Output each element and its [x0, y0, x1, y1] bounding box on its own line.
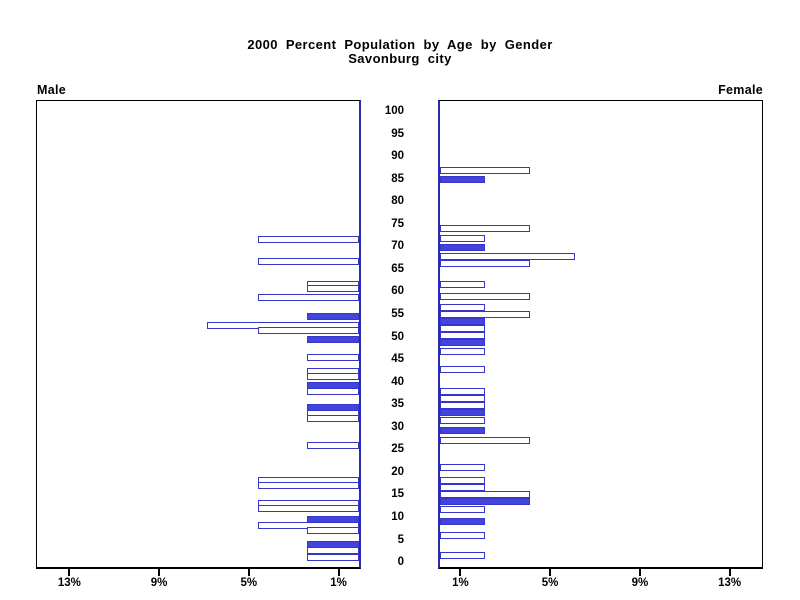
female-bar-age-70-outline	[440, 252, 575, 260]
age-tick-label-90: 90	[391, 150, 404, 163]
female-plot-area	[438, 100, 763, 569]
female-bar-age-35-outline	[440, 387, 485, 395]
female-bar-age-75-outline	[440, 225, 530, 233]
male-bar-age-35-outline	[307, 415, 359, 423]
male-pct-label-5: 5%	[240, 577, 258, 589]
age-tick-label-35: 35	[391, 398, 404, 411]
male-bar-age-0-outline	[307, 553, 359, 561]
female-bar-age-35-outline	[440, 401, 485, 409]
age-tick-label-25: 25	[391, 443, 404, 456]
female-pct-tick-9	[638, 569, 641, 576]
age-tick-label-50: 50	[391, 330, 404, 343]
female-bar-age-70-solid	[440, 243, 485, 251]
chart-title-line2: Savonburg city	[348, 51, 452, 66]
male-plot-area	[36, 100, 361, 569]
chart-title-line1: 2000 Percent Population by Age by Gender	[247, 37, 553, 52]
male-bar-age-5-outline	[307, 546, 359, 554]
male-pct-tick-5	[247, 569, 250, 576]
female-bar-age-50-outline	[440, 331, 485, 339]
female-bar-age-35-solid	[440, 408, 485, 416]
age-tick-label-95: 95	[391, 127, 404, 140]
female-bar-age-50-outline	[440, 324, 485, 332]
male-bar-age-15-outline	[258, 505, 359, 513]
male-bar-age-60-outline	[307, 285, 359, 293]
age-tick-label-65: 65	[391, 262, 404, 275]
female-bar-age-20-outline	[440, 463, 485, 471]
male-bar-age-10-outline	[307, 526, 359, 534]
male-bar-age-70-outline	[258, 235, 359, 243]
male-bar-age-50-outline	[258, 326, 359, 334]
age-tick-label-70: 70	[391, 240, 404, 253]
female-bar-age-30-outline	[440, 416, 485, 424]
female-pct-label-13: 13%	[718, 577, 742, 589]
female-bar-age-30-outline	[440, 437, 530, 445]
male-bar-age-45-outline	[307, 354, 359, 362]
male-pct-tick-1	[337, 569, 340, 576]
female-bar-age-55-outline	[440, 303, 485, 311]
age-tick-label-5: 5	[397, 533, 404, 546]
male-bar-age-40-solid	[307, 381, 359, 389]
female-pct-tick-13	[728, 569, 731, 576]
female-bar-age-50-solid	[440, 338, 485, 346]
age-tick-label-100: 100	[384, 105, 404, 117]
female-bar-age-85-outline	[440, 166, 530, 174]
female-bar-age-10-solid	[440, 517, 485, 525]
age-tick-label-75: 75	[391, 217, 404, 230]
female-bar-age-45-outline	[440, 365, 485, 373]
female-axis-label: Female	[718, 83, 763, 97]
female-bar-age-65-outline	[440, 259, 530, 267]
male-pct-label-13: 13%	[57, 577, 81, 589]
male-pct-tick-9	[158, 569, 161, 576]
male-bar-age-60-outline	[258, 294, 359, 302]
female-bar-age-10-outline	[440, 506, 485, 513]
female-pct-label-5: 5%	[541, 577, 559, 589]
chart-title: 2000 Percent Population by Age by Gender…	[0, 38, 800, 66]
age-tick-label-60: 60	[391, 285, 404, 298]
female-bar-age-15-outline	[440, 490, 530, 498]
female-bar-age-85-solid	[440, 175, 485, 183]
female-pct-tick-1	[459, 569, 462, 576]
female-bar-age-15-outline	[440, 483, 485, 491]
male-bar-age-55-solid	[307, 312, 359, 320]
age-tick-label-40: 40	[391, 375, 404, 388]
male-pct-label-9: 9%	[150, 577, 168, 589]
female-bar-age-55-solid	[440, 317, 485, 325]
female-bar-age-35-outline	[440, 394, 485, 402]
female-pct-tick-5	[549, 569, 552, 576]
female-pct-label-9: 9%	[631, 577, 649, 589]
male-pct-tick-13	[68, 569, 71, 576]
male-bar-age-65-outline	[258, 257, 359, 265]
age-tick-label-45: 45	[391, 353, 404, 366]
female-bar-age-30-solid	[440, 427, 485, 435]
male-bar-age-25-outline	[307, 441, 359, 449]
male-pct-label-1: 1%	[330, 577, 347, 589]
male-bar-age-40-outline	[307, 373, 359, 380]
male-bar-age-20-outline	[258, 481, 359, 489]
age-tick-label-85: 85	[391, 172, 404, 185]
female-bar-age-60-outline	[440, 292, 530, 300]
female-bar-age-70-outline	[440, 234, 485, 242]
male-bar-age-50-solid	[307, 335, 359, 343]
female-bar-age-60-outline	[440, 280, 485, 288]
age-tick-label-20: 20	[391, 465, 404, 478]
female-pct-label-1: 1%	[452, 577, 469, 589]
female-bar-age-45-outline	[440, 347, 485, 355]
female-bar-age-15-outline	[440, 476, 485, 484]
age-tick-label-15: 15	[391, 488, 404, 501]
male-axis-label: Male	[37, 83, 66, 97]
age-tick-label-10: 10	[391, 510, 404, 523]
female-bar-age-15-solid	[440, 498, 530, 505]
female-bar-age-5-outline	[440, 532, 485, 540]
female-bar-age-55-outline	[440, 310, 530, 318]
age-tick-label-0: 0	[397, 556, 404, 568]
age-tick-label-30: 30	[391, 420, 404, 433]
female-bar-age-0-outline	[440, 551, 485, 559]
age-tick-label-80: 80	[391, 195, 404, 208]
male-bar-age-40-outline	[307, 388, 359, 396]
age-tick-label-55: 55	[391, 308, 404, 320]
